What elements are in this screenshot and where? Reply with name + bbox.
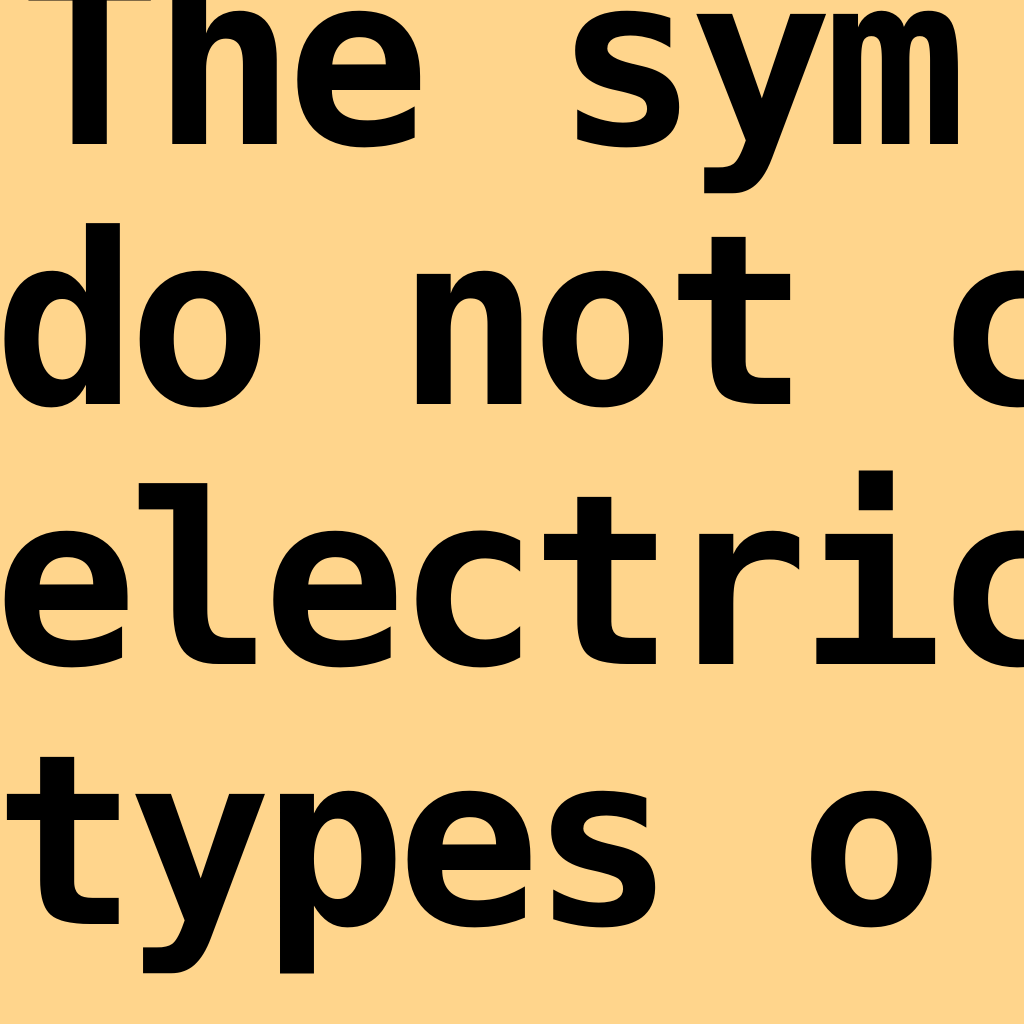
text-line-2: do not c: [0, 184, 1024, 461]
text-line-1: The sym: [18, 0, 967, 201]
text-line-3: electric: [0, 444, 1024, 721]
text-line-4: types o: [0, 704, 943, 981]
